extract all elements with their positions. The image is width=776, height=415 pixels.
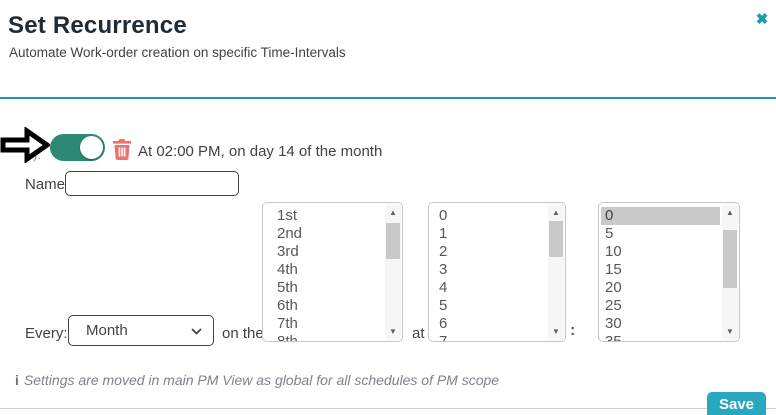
scroll-down-icon[interactable]: ▼ — [389, 327, 397, 336]
on-the-label: on the — [222, 325, 264, 342]
list-item[interactable]: 3rd — [277, 243, 299, 260]
list-item[interactable]: 4 — [439, 279, 448, 296]
info-icon: i — [15, 372, 19, 388]
dialog-subtitle: Automate Work-order creation on specific… — [9, 45, 346, 60]
name-label: Name — [25, 176, 66, 193]
scroll-up-icon[interactable]: ▲ — [552, 208, 560, 217]
list-item[interactable]: 5 — [439, 297, 448, 314]
scrollbar[interactable]: ▲ ▼ — [385, 204, 401, 340]
info-note: i Settings are moved in main PM View as g… — [15, 372, 499, 388]
scrollbar-thumb[interactable] — [723, 230, 737, 288]
list-item[interactable]: 3 — [439, 261, 448, 278]
every-selected-value: Month — [86, 322, 128, 339]
scrollbar[interactable]: ▲ ▼ — [722, 204, 738, 340]
list-item[interactable]: 4th — [277, 261, 298, 278]
list-item[interactable]: 10 — [605, 243, 622, 260]
scroll-down-icon[interactable]: ▼ — [552, 327, 560, 336]
list-item-selected[interactable]: 0 — [601, 207, 720, 225]
at-label: at — [412, 325, 425, 342]
every-label: Every: — [25, 325, 68, 342]
list-item[interactable]: 5th — [277, 279, 298, 296]
scrollbar-thumb[interactable] — [549, 221, 563, 257]
info-note-text: Settings are moved in main PM View as gl… — [23, 372, 500, 388]
annotation-arrow-icon — [0, 127, 50, 163]
header-divider — [0, 97, 776, 99]
list-item[interactable]: 6 — [439, 315, 448, 332]
recurrence-toggle[interactable] — [50, 134, 105, 161]
list-item[interactable]: 7 — [439, 333, 448, 342]
list-item[interactable]: 8th — [277, 333, 298, 342]
list-item[interactable]: 5 — [605, 225, 614, 242]
name-input[interactable] — [65, 171, 239, 196]
close-icon[interactable]: ✖ — [752, 10, 772, 30]
list-item[interactable]: 15 — [605, 261, 622, 278]
hour-listbox[interactable]: 0 1 2 3 4 5 6 7 ▲ ▼ — [428, 202, 566, 342]
scroll-up-icon[interactable]: ▲ — [726, 208, 734, 217]
scroll-down-icon[interactable]: ▼ — [726, 327, 734, 336]
list-item[interactable]: 0 — [439, 207, 448, 224]
chevron-down-icon — [191, 328, 202, 335]
list-item[interactable]: 35 — [605, 333, 622, 342]
list-item[interactable]: 2nd — [277, 225, 303, 242]
recurrence-summary-text: At 02:00 PM, on day 14 of the month — [138, 143, 383, 160]
day-of-month-listbox[interactable]: 1st 2nd 3rd 4th 5th 6th 7th 8th ▲ ▼ — [262, 202, 403, 342]
delete-recurrence-icon[interactable] — [113, 139, 131, 160]
list-item[interactable]: 20 — [605, 279, 622, 296]
page-title: Set Recurrence — [8, 12, 187, 39]
save-button[interactable]: Save — [707, 392, 766, 415]
list-item[interactable]: 7th — [277, 315, 298, 332]
list-item[interactable]: 1 — [439, 225, 448, 242]
scroll-up-icon[interactable]: ▲ — [389, 208, 397, 217]
scrollbar[interactable]: ▲ ▼ — [548, 204, 564, 340]
footer-divider — [0, 408, 776, 409]
list-item[interactable]: 25 — [605, 297, 622, 314]
colon-separator: : — [570, 322, 576, 339]
every-select[interactable]: Month — [68, 315, 214, 346]
list-item[interactable]: 1st — [277, 207, 298, 224]
scrollbar-thumb[interactable] — [386, 223, 400, 259]
list-item[interactable]: 30 — [605, 315, 622, 332]
list-item[interactable]: 6th — [277, 297, 298, 314]
toggle-knob — [80, 136, 103, 159]
minute-listbox[interactable]: 0 5 10 15 20 25 30 35 ▲ ▼ — [598, 202, 740, 342]
list-item[interactable]: 2 — [439, 243, 448, 260]
